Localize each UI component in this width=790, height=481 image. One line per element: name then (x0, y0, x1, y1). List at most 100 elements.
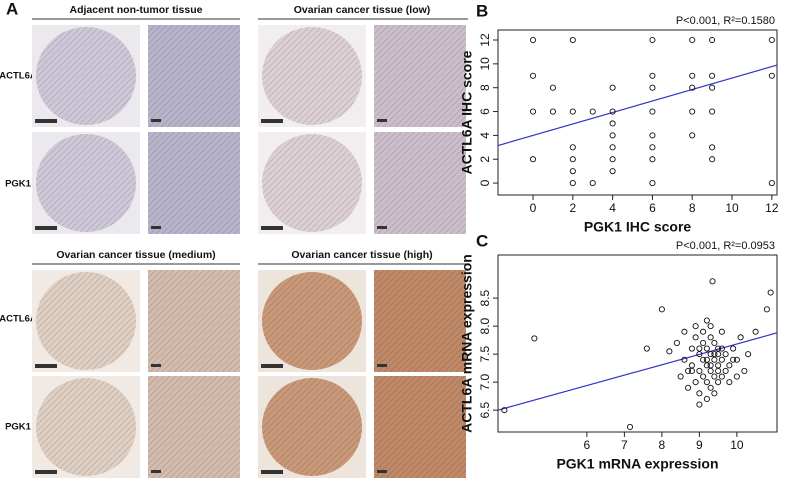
group-title: Ovarian cancer tissue (low) (294, 4, 431, 16)
y-tick-label: 6.5 (478, 401, 492, 418)
x-tick-label: 6 (649, 201, 656, 215)
point (703, 345, 710, 352)
point (685, 384, 692, 391)
scale-bar (35, 470, 57, 474)
point (709, 108, 716, 115)
scale-bar (377, 364, 387, 367)
point (688, 362, 695, 369)
point (626, 423, 634, 431)
point (718, 356, 725, 363)
y-tick-label: 7.5 (478, 345, 492, 362)
point (703, 317, 710, 324)
point (609, 156, 616, 163)
point (711, 339, 718, 346)
x-tick-label: 0 (530, 201, 537, 215)
point (696, 390, 703, 397)
point (609, 132, 616, 139)
x-tick-label: 12 (765, 201, 779, 215)
point (692, 334, 699, 341)
point (711, 356, 718, 363)
point (529, 108, 537, 115)
point (696, 401, 703, 408)
y-tick-label: 8.0 (478, 317, 492, 334)
point (726, 362, 733, 369)
point (689, 36, 696, 44)
point (707, 351, 714, 358)
scale-bar (35, 119, 57, 123)
point (692, 379, 699, 386)
point (649, 108, 656, 115)
micrographs (32, 25, 466, 478)
y-tick-label: 7.0 (478, 373, 492, 390)
zoom-texture (148, 25, 240, 127)
point (549, 84, 556, 91)
point (730, 356, 737, 363)
point (733, 373, 740, 380)
point (609, 84, 616, 91)
y-tick-label: 8 (478, 84, 492, 91)
x-tick-label: 8 (659, 438, 666, 452)
point (715, 351, 722, 358)
point (569, 168, 576, 175)
scale-bar (261, 119, 283, 123)
point (569, 108, 576, 115)
point (709, 72, 716, 79)
plot-frame (497, 29, 778, 196)
point (696, 345, 703, 352)
panel-label: B (476, 1, 488, 20)
point (531, 335, 538, 342)
y-tick-label: 10 (478, 57, 492, 71)
tissue-texture (36, 378, 136, 476)
row-label: PGK1 (5, 422, 32, 433)
point (569, 156, 576, 163)
point (677, 373, 684, 380)
row-label: PGK1 (5, 179, 32, 190)
point (529, 72, 537, 79)
point (703, 356, 710, 363)
point (709, 144, 716, 151)
zoom-texture (148, 270, 240, 372)
point (649, 72, 656, 79)
y-tick-label: 8.5 (478, 289, 492, 306)
scale-bar (261, 470, 283, 474)
point (718, 328, 725, 335)
point (643, 345, 650, 352)
point (681, 328, 688, 335)
panel-label: A (6, 0, 18, 18)
point (707, 384, 714, 391)
point (529, 156, 537, 163)
point (745, 351, 752, 358)
x-tick-label: 4 (609, 201, 616, 215)
point (689, 72, 696, 79)
scale-bar (151, 226, 161, 229)
point (609, 120, 616, 127)
point (768, 180, 775, 187)
scale-bar (35, 226, 57, 230)
scale-bar (261, 364, 283, 368)
point (733, 356, 740, 363)
scale-bar (261, 226, 283, 230)
point (752, 328, 759, 335)
x-tick-label: 10 (725, 201, 739, 215)
point (726, 379, 733, 386)
point (700, 373, 707, 380)
zoom-texture (148, 376, 240, 478)
point (549, 108, 556, 115)
row-label: ACTL6A (0, 71, 37, 82)
point (711, 373, 718, 380)
tissue-texture (262, 134, 362, 232)
point (700, 339, 707, 346)
point (609, 144, 616, 151)
point (689, 84, 696, 91)
point (649, 144, 656, 151)
tissue-texture (36, 27, 136, 125)
point (707, 323, 714, 330)
point (722, 351, 729, 358)
point (685, 367, 692, 374)
y-tick-label: 12 (478, 33, 492, 47)
y-axis-title: ACTL6A IHC score (459, 50, 475, 174)
point (569, 144, 576, 151)
point (658, 306, 665, 313)
point (589, 180, 596, 187)
